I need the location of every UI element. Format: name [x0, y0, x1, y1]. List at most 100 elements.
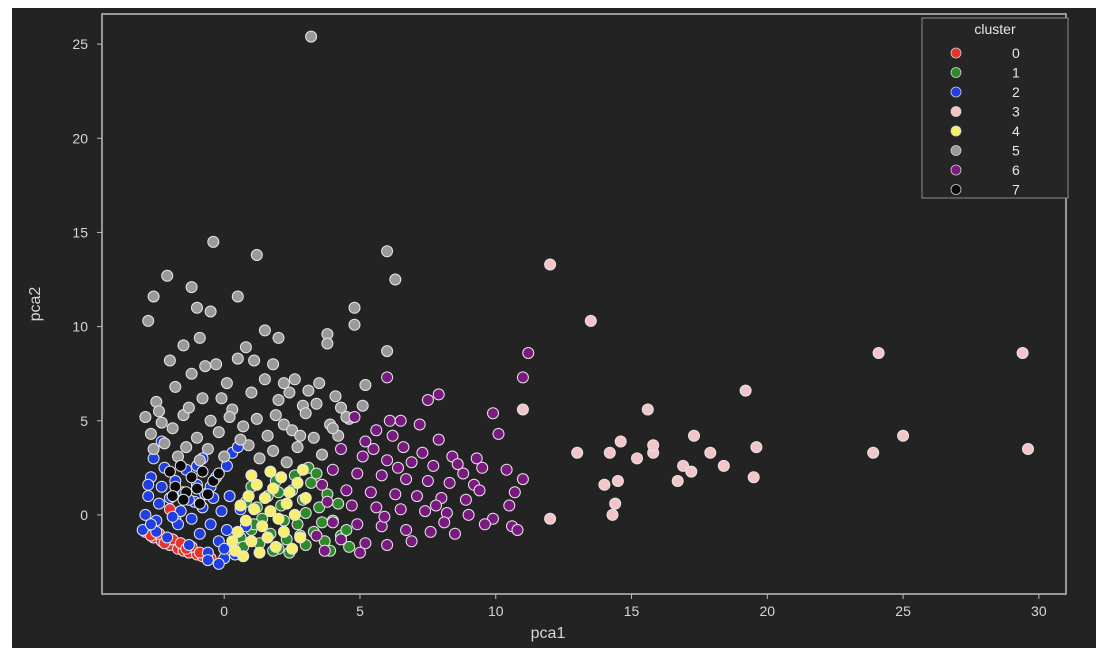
- data-point: [253, 546, 266, 559]
- legend-label: 4: [1012, 123, 1020, 139]
- data-point: [142, 314, 155, 327]
- data-point: [212, 426, 225, 439]
- data-point: [288, 373, 301, 386]
- data-point: [321, 495, 334, 508]
- data-point: [272, 331, 285, 344]
- legend-marker: [950, 106, 962, 117]
- data-point: [316, 478, 328, 491]
- data-point: [359, 537, 372, 550]
- data-point: [185, 367, 198, 380]
- legend-item-1: 1: [950, 65, 1020, 81]
- data-point: [335, 443, 347, 455]
- data-point: [326, 422, 339, 435]
- data-point: [424, 525, 437, 538]
- data-point: [647, 439, 660, 452]
- data-point: [381, 345, 394, 358]
- data-point: [223, 411, 236, 423]
- data-point: [405, 456, 418, 469]
- data-point: [427, 459, 440, 472]
- series-6: [310, 347, 535, 559]
- data-point: [215, 392, 228, 405]
- legend-label: 3: [1012, 104, 1020, 120]
- legend-marker: [950, 164, 962, 176]
- data-point: [212, 557, 225, 570]
- data-point: [394, 503, 407, 516]
- data-point: [389, 273, 402, 286]
- data-point: [316, 516, 328, 529]
- data-point: [457, 467, 470, 480]
- data-point: [370, 424, 383, 437]
- y-axis-title: pca2: [27, 287, 44, 322]
- data-point: [470, 452, 483, 465]
- data-point: [155, 480, 168, 493]
- data-point: [313, 501, 326, 514]
- data-point: [166, 510, 179, 523]
- data-point: [400, 473, 413, 486]
- data-point: [261, 531, 274, 544]
- data-point: [449, 527, 461, 540]
- data-point: [267, 358, 280, 371]
- data-point: [191, 301, 203, 314]
- x-tick-label: 0: [220, 603, 228, 619]
- data-point: [335, 533, 347, 546]
- data-point: [487, 407, 499, 420]
- data-point: [430, 499, 442, 512]
- data-point: [237, 550, 250, 563]
- data-point: [326, 463, 339, 476]
- data-point: [364, 486, 377, 499]
- data-point: [310, 529, 323, 542]
- data-point: [161, 531, 174, 544]
- legend-item-5: 5: [950, 143, 1020, 159]
- data-point: [139, 411, 152, 423]
- data-point: [196, 392, 209, 405]
- data-point: [335, 401, 347, 414]
- data-point: [231, 290, 244, 303]
- data-point: [307, 431, 320, 444]
- data-point: [250, 412, 263, 425]
- plot-frame: [101, 13, 1067, 595]
- data-point: [155, 416, 168, 429]
- data-point: [571, 446, 584, 459]
- y-tick-label: 5: [80, 413, 88, 429]
- data-point: [416, 446, 429, 459]
- data-point: [277, 377, 290, 390]
- data-point: [381, 539, 394, 551]
- data-point: [280, 456, 293, 469]
- data-point: [258, 324, 271, 337]
- data-point: [503, 499, 516, 512]
- data-point: [185, 512, 198, 525]
- data-point: [163, 465, 176, 478]
- series-5: [139, 30, 402, 469]
- data-point: [269, 409, 282, 422]
- data-point: [280, 497, 293, 510]
- legend-marker: [950, 86, 962, 98]
- data-point: [354, 546, 366, 559]
- data-point: [161, 269, 174, 282]
- data-point: [378, 510, 391, 523]
- legend-marker: [950, 67, 962, 78]
- data-point: [516, 473, 529, 486]
- data-point: [348, 301, 361, 314]
- data-point: [329, 390, 342, 403]
- data-point: [508, 486, 521, 499]
- data-point: [296, 463, 309, 476]
- data-point: [201, 443, 214, 455]
- data-point: [193, 331, 206, 344]
- x-tick-label: 15: [624, 603, 640, 619]
- x-tick-label: 10: [488, 603, 504, 619]
- data-point: [516, 403, 529, 416]
- data-point: [234, 499, 247, 512]
- data-point: [267, 444, 280, 457]
- data-point: [394, 414, 407, 427]
- data-point: [641, 403, 654, 416]
- data-point: [185, 471, 198, 484]
- data-point: [272, 512, 285, 525]
- data-point: [316, 448, 328, 461]
- data-point: [142, 478, 155, 491]
- data-point: [139, 508, 152, 521]
- data-point: [239, 514, 252, 527]
- data-point: [598, 478, 611, 491]
- x-tick-label: 20: [760, 603, 776, 619]
- series-3: [516, 258, 1034, 525]
- x-tick-label: 5: [356, 603, 364, 619]
